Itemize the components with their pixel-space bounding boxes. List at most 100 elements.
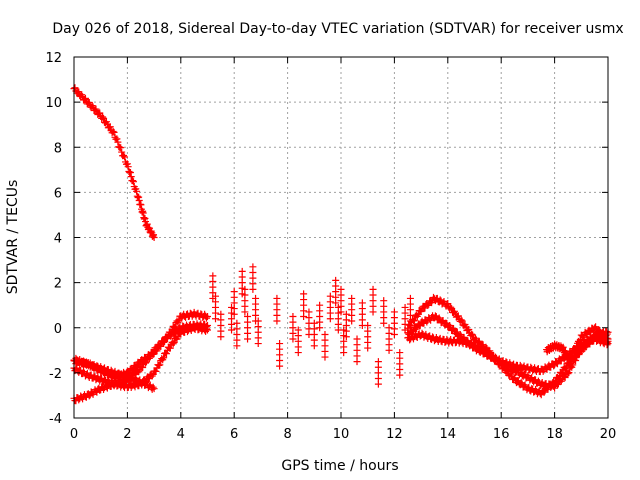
x-tick-label: 6	[230, 427, 238, 442]
x-tick-label: 8	[283, 427, 291, 442]
x-tick-label: 20	[600, 427, 617, 442]
data-point-marker	[139, 364, 147, 372]
data-point-marker	[162, 350, 170, 358]
data-point-marker	[305, 308, 313, 316]
data-point-marker	[203, 325, 211, 333]
data-point-marker	[217, 310, 225, 318]
data-point-marker	[110, 128, 118, 136]
data-point-marker	[447, 303, 455, 311]
data-point-marker	[586, 328, 594, 336]
data-point-marker	[564, 370, 572, 378]
x-tick-label: 18	[546, 427, 563, 442]
data-point-marker	[431, 312, 439, 320]
data-point-marker	[88, 102, 96, 110]
data-point-marker	[454, 312, 462, 320]
x-tick-label: 4	[177, 427, 185, 442]
x-tick-label: 0	[70, 427, 78, 442]
data-point-marker	[276, 340, 284, 348]
grid	[74, 57, 608, 418]
data-point-marker	[204, 312, 211, 320]
data-point-marker	[155, 361, 163, 369]
data-point-marker	[468, 330, 476, 338]
data-point-marker	[124, 163, 132, 171]
data-point-marker	[120, 152, 128, 160]
data-point-marker	[99, 113, 107, 121]
data-point-marker	[148, 372, 156, 380]
data-point-marker	[133, 187, 141, 195]
data-point-marker	[125, 168, 133, 176]
data-point-marker	[121, 153, 129, 161]
data-point-marker	[358, 299, 366, 307]
data-point-marker	[212, 292, 220, 300]
data-point-marker	[149, 349, 157, 357]
data-point-marker	[364, 321, 372, 329]
data-point-marker	[150, 385, 158, 393]
data-point-marker	[166, 332, 174, 340]
data-point-marker	[117, 144, 125, 152]
data-point-marker	[106, 123, 114, 131]
y-tick-label: 6	[54, 186, 62, 201]
data-point-marker	[96, 109, 104, 117]
data-point-marker	[471, 334, 479, 342]
y-axis-label: SDTVAR / TECUs	[5, 180, 21, 295]
data-point-marker	[289, 312, 297, 320]
y-tick-label: 2	[54, 277, 62, 292]
data-point-marker	[204, 326, 211, 334]
data-point-marker	[129, 177, 137, 185]
x-tick-label: 16	[493, 427, 510, 442]
data-point-marker	[160, 338, 168, 346]
data-point-marker	[310, 319, 318, 327]
data-point-marker	[332, 276, 340, 284]
data-point-marker	[456, 330, 464, 338]
data-point-marker	[401, 303, 409, 311]
data-point-marker	[249, 263, 257, 271]
data-point-marker	[209, 272, 217, 280]
data-point-marker	[252, 294, 260, 302]
data-point-marker	[316, 301, 324, 309]
data-point-marker	[348, 294, 356, 302]
data-point-marker	[109, 127, 117, 135]
data-point-marker	[406, 294, 414, 302]
data-point-marker	[142, 359, 150, 367]
data-point-marker	[150, 234, 158, 241]
data-point-marker	[300, 290, 308, 298]
data-point-marker	[396, 349, 404, 357]
x-tick-label: 14	[440, 427, 457, 442]
series-satellite-track-9	[543, 327, 612, 367]
data-point-marker	[130, 178, 138, 186]
data-point-marker	[337, 285, 345, 293]
series-satellite-track-1	[70, 84, 158, 241]
data-point-marker	[71, 84, 79, 92]
data-point-marker	[152, 367, 160, 375]
data-point-marker	[385, 324, 393, 332]
data-point-marker	[238, 267, 246, 275]
data-point-marker	[203, 314, 211, 322]
data-point-marker	[294, 326, 302, 334]
data-point-marker	[374, 358, 382, 366]
data-point-marker	[81, 94, 89, 102]
data-point-marker	[126, 169, 134, 177]
data-point-marker	[244, 312, 252, 320]
y-tick-label: -4	[49, 412, 62, 427]
data-point-marker	[517, 379, 525, 387]
data-point-marker	[561, 374, 569, 382]
chart-title: Day 026 of 2018, Sidereal Day-to-day VTE…	[52, 21, 623, 37]
y-tick-label: -2	[49, 367, 62, 382]
data-point-marker	[254, 317, 262, 325]
data-point-marker	[457, 316, 465, 324]
series-satellite-track-5	[70, 354, 158, 393]
data-point-marker	[241, 285, 249, 293]
data-point-marker	[380, 297, 388, 305]
data-point-marker	[342, 310, 350, 318]
data-point-marker	[551, 384, 559, 392]
data-point-marker	[444, 300, 452, 308]
y-tick-label: 10	[45, 96, 62, 111]
data-point-marker	[113, 135, 121, 143]
data-point-marker	[565, 369, 573, 377]
data-point-marker	[114, 138, 122, 146]
y-tick-label: 0	[54, 322, 62, 337]
data-point-marker	[409, 328, 417, 336]
data-point-marker	[424, 301, 432, 309]
data-point-marker	[321, 331, 329, 339]
series-scattered-segments	[209, 263, 414, 388]
